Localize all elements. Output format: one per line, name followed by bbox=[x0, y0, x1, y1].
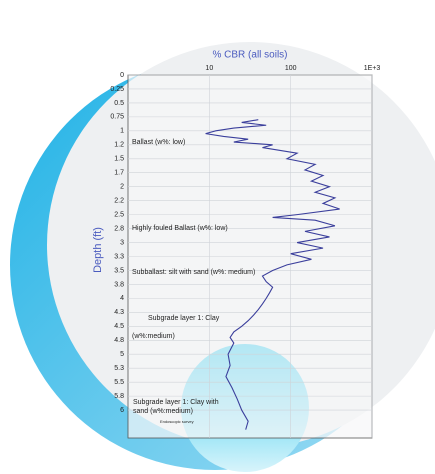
y-tick-label: 3.8 bbox=[114, 281, 124, 288]
y-tick-label: 0.5 bbox=[114, 100, 124, 107]
y-tick-label: 0 bbox=[120, 72, 124, 79]
annotation: Endoscopic survey bbox=[160, 419, 194, 424]
y-tick-label: 5.3 bbox=[114, 365, 124, 372]
y-tick-label: 5 bbox=[120, 351, 124, 358]
y-tick-label: 2.8 bbox=[114, 225, 124, 232]
y-tick-label: 2 bbox=[120, 184, 124, 191]
y-tick-label: 2.2 bbox=[114, 197, 124, 204]
y-tick-label: 1.7 bbox=[114, 170, 124, 177]
y-tick-label: 3 bbox=[120, 239, 124, 246]
y-tick-label: 0.25 bbox=[110, 86, 124, 93]
annotation: (w%:medium) bbox=[132, 333, 175, 340]
y-tick-label: 4.8 bbox=[114, 337, 124, 344]
x-tick-label: 100 bbox=[285, 65, 297, 72]
y-tick-label: 5.5 bbox=[114, 379, 124, 386]
x-tick-label: 1E+3 bbox=[364, 65, 381, 72]
annotation: Subgrade layer 1: Clay bbox=[148, 315, 220, 322]
annotation: Subballast: silt with sand (w%: medium) bbox=[132, 269, 255, 276]
y-tick-label: 0.75 bbox=[110, 114, 124, 121]
y-tick-label: 6 bbox=[120, 407, 124, 414]
annotation: Ballast (w%: low) bbox=[132, 139, 185, 146]
y-tick-label: 1 bbox=[120, 128, 124, 135]
y-tick-label: 4 bbox=[120, 295, 124, 302]
y-tick-label: 3.3 bbox=[114, 253, 124, 260]
chart-title: % CBR (all soils) bbox=[212, 50, 287, 61]
y-tick-label: 1.2 bbox=[114, 142, 124, 149]
y-axis-label: Depth (ft) bbox=[92, 227, 104, 273]
x-tick-label: 10 bbox=[205, 65, 213, 72]
y-tick-label: 5.8 bbox=[114, 393, 124, 400]
annotation: Highly fouled Ballast (w%: low) bbox=[132, 225, 228, 232]
annotation: Subgrade layer 1: Clay with bbox=[133, 399, 219, 406]
y-tick-label: 2.5 bbox=[114, 211, 124, 218]
y-tick-label: 4.3 bbox=[114, 309, 124, 316]
y-tick-label: 4.5 bbox=[114, 323, 124, 330]
annotation: sand (w%:medium) bbox=[133, 408, 193, 415]
y-tick-label: 3.5 bbox=[114, 267, 124, 274]
y-tick-label: 1.5 bbox=[114, 156, 124, 163]
data-line bbox=[205, 119, 340, 430]
